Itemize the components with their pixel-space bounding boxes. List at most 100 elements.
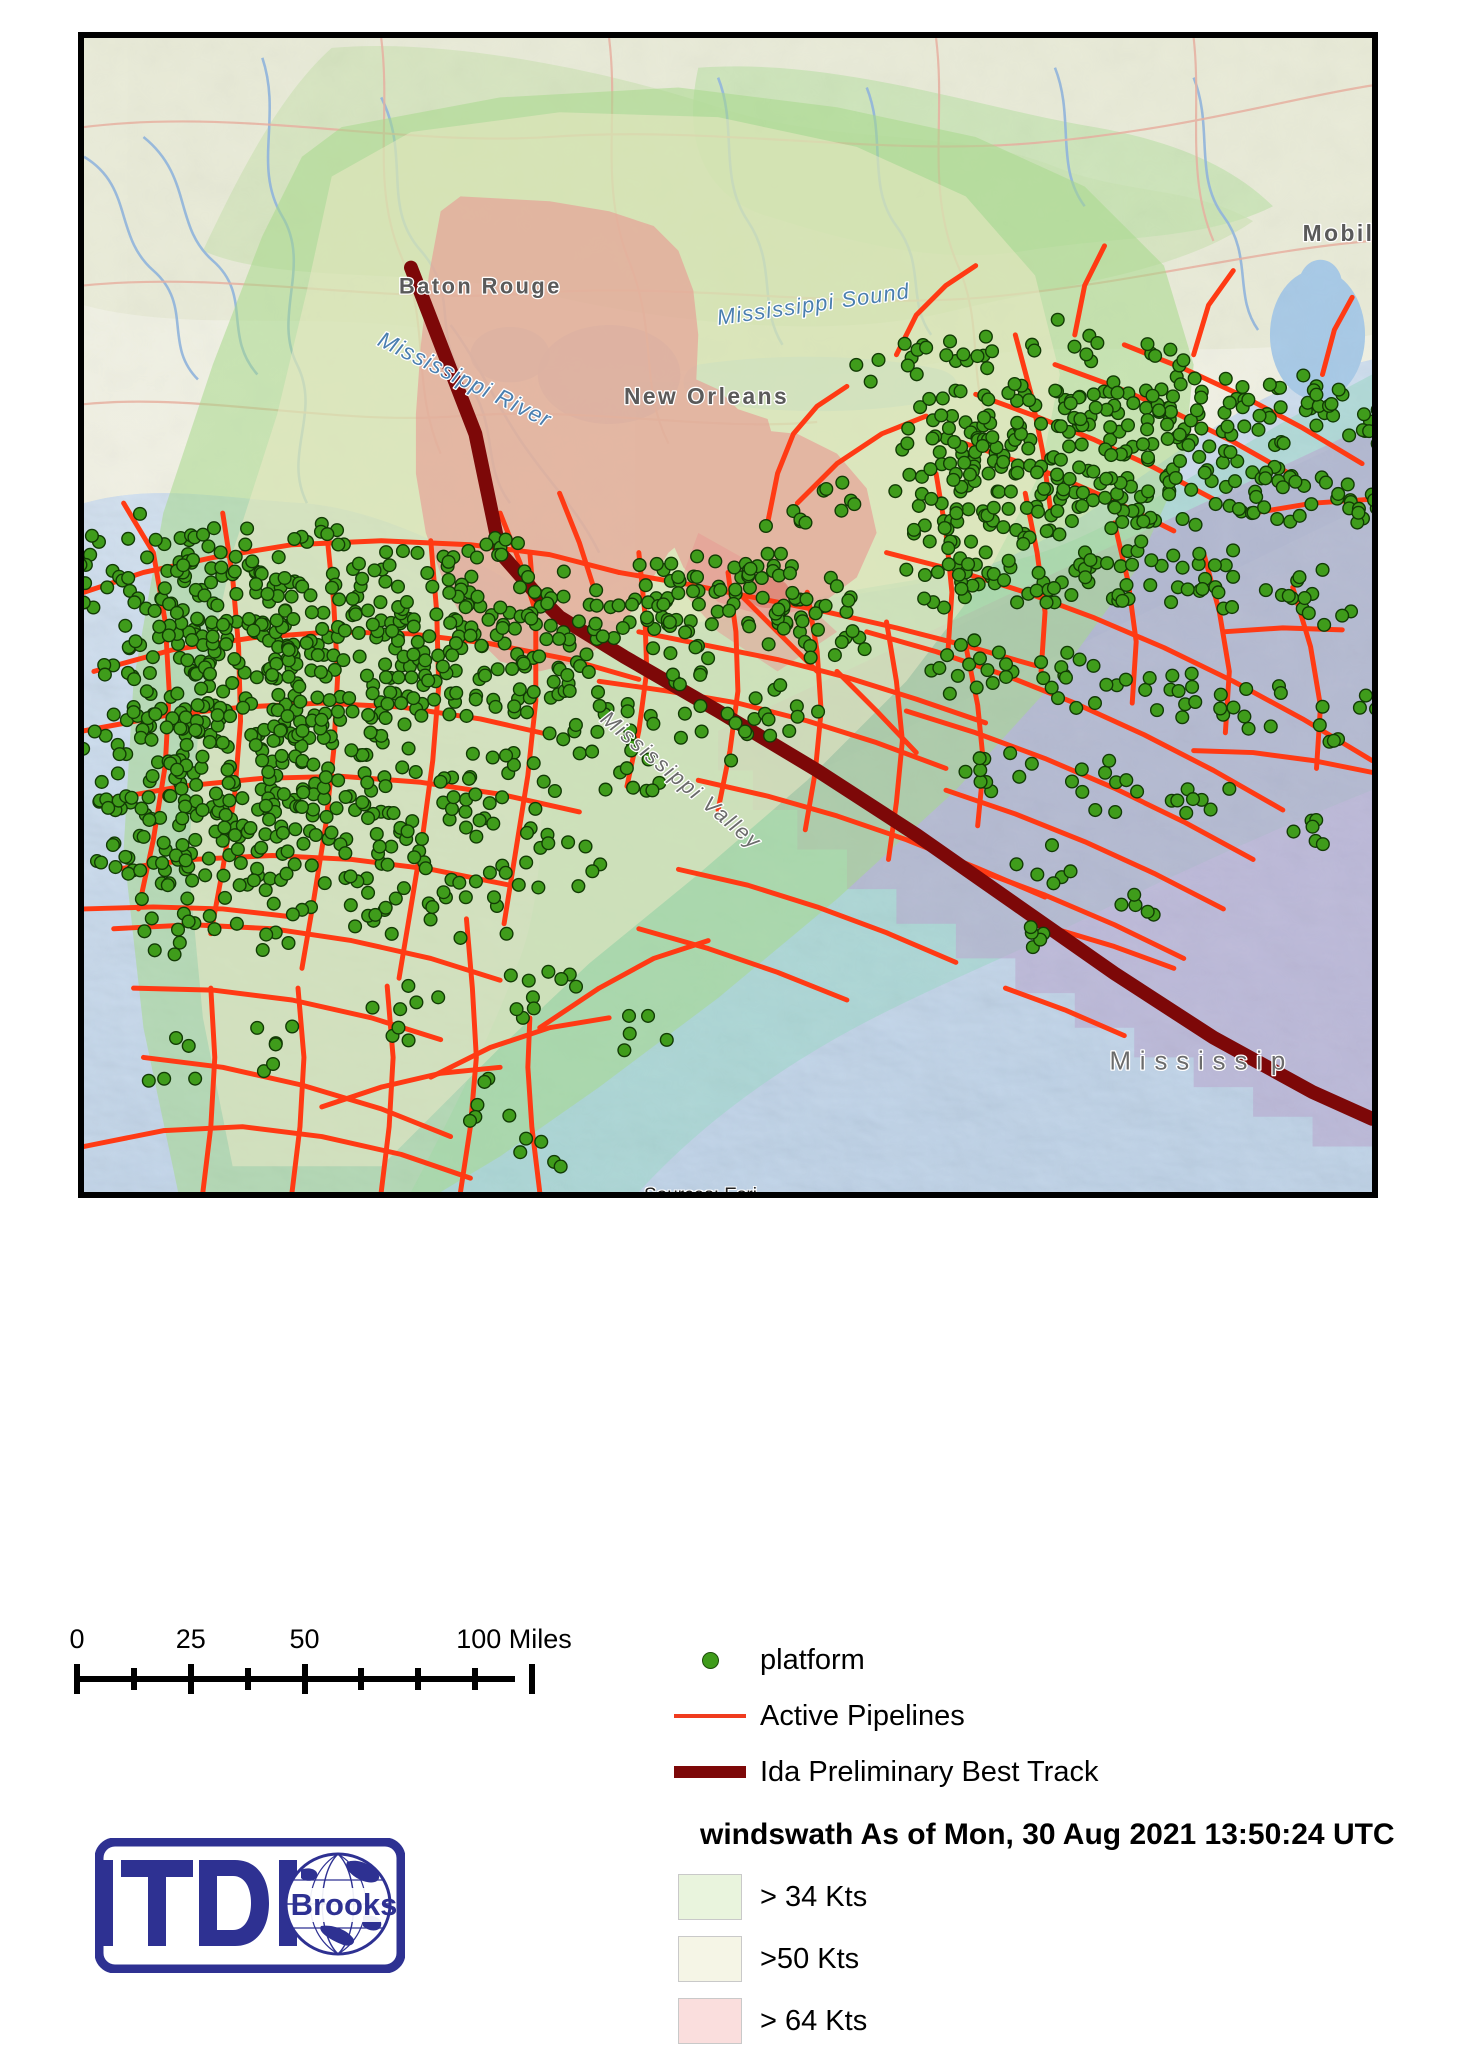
platform-point[interactable] bbox=[169, 1030, 184, 1046]
platform-point[interactable] bbox=[562, 683, 577, 699]
platform-point[interactable] bbox=[662, 615, 677, 630]
platform-point[interactable] bbox=[1064, 587, 1079, 603]
platform-point[interactable] bbox=[962, 657, 977, 672]
platform-point[interactable] bbox=[223, 709, 238, 724]
platform-point[interactable] bbox=[1145, 388, 1160, 403]
platform-point[interactable] bbox=[624, 743, 639, 758]
platform-point[interactable] bbox=[671, 570, 686, 585]
platform-point[interactable] bbox=[935, 391, 950, 406]
platform-point[interactable] bbox=[179, 737, 194, 752]
platform-point[interactable] bbox=[400, 824, 415, 839]
platform-point[interactable] bbox=[215, 617, 231, 632]
platform-point[interactable] bbox=[465, 746, 480, 761]
platform-point[interactable] bbox=[256, 1064, 271, 1079]
platform-point[interactable] bbox=[773, 678, 788, 693]
platform-point[interactable] bbox=[399, 595, 414, 610]
platform-point[interactable] bbox=[526, 756, 541, 771]
platform-point[interactable] bbox=[930, 565, 945, 580]
platform-point[interactable] bbox=[998, 657, 1014, 672]
platform-point[interactable] bbox=[1309, 418, 1324, 433]
platform-point[interactable] bbox=[539, 632, 554, 647]
platform-point[interactable] bbox=[1288, 474, 1303, 489]
platform-point[interactable] bbox=[595, 629, 610, 644]
platform-point[interactable] bbox=[1163, 342, 1178, 357]
platform-point[interactable] bbox=[1012, 769, 1027, 784]
platform-point[interactable] bbox=[316, 605, 331, 620]
platform-point[interactable] bbox=[205, 629, 220, 644]
platform-point[interactable] bbox=[694, 724, 709, 739]
platform-point[interactable] bbox=[329, 801, 344, 816]
platform-point[interactable] bbox=[404, 670, 419, 685]
platform-point[interactable] bbox=[195, 749, 210, 764]
platform-point[interactable] bbox=[1140, 422, 1155, 437]
platform-point[interactable] bbox=[748, 691, 763, 706]
platform-point[interactable] bbox=[972, 651, 987, 666]
platform-point[interactable] bbox=[378, 574, 393, 589]
platform-point[interactable] bbox=[197, 588, 212, 603]
platform-point[interactable] bbox=[519, 1131, 534, 1146]
platform-point[interactable] bbox=[393, 1002, 408, 1017]
platform-point[interactable] bbox=[295, 579, 310, 594]
platform-point[interactable] bbox=[1175, 511, 1190, 527]
platform-point[interactable] bbox=[761, 637, 776, 652]
platform-point[interactable] bbox=[190, 611, 205, 626]
platform-point[interactable] bbox=[516, 656, 531, 671]
platform-point[interactable] bbox=[578, 839, 593, 854]
platform-point[interactable] bbox=[1086, 464, 1101, 479]
platform-point[interactable] bbox=[1151, 403, 1167, 418]
platform-point[interactable] bbox=[345, 591, 360, 606]
platform-point[interactable] bbox=[414, 708, 429, 723]
platform-point[interactable] bbox=[1202, 439, 1217, 454]
platform-point[interactable] bbox=[1315, 837, 1330, 852]
platform-point[interactable] bbox=[458, 600, 473, 615]
platform-point[interactable] bbox=[292, 679, 307, 694]
platform-point[interactable] bbox=[506, 757, 521, 772]
platform-point[interactable] bbox=[227, 564, 242, 579]
platform-point[interactable] bbox=[763, 728, 778, 743]
platform-point[interactable] bbox=[556, 564, 571, 579]
platform-point[interactable] bbox=[84, 741, 91, 756]
platform-point[interactable] bbox=[761, 712, 776, 727]
platform-point[interactable] bbox=[161, 628, 176, 643]
platform-point[interactable] bbox=[1103, 420, 1118, 435]
platform-point[interactable] bbox=[934, 408, 949, 423]
platform-point[interactable] bbox=[1258, 583, 1273, 598]
platform-point[interactable] bbox=[188, 1071, 203, 1086]
platform-point[interactable] bbox=[1036, 671, 1051, 686]
platform-point[interactable] bbox=[444, 801, 460, 817]
platform-point[interactable] bbox=[406, 619, 421, 634]
platform-point[interactable] bbox=[645, 783, 660, 798]
platform-point[interactable] bbox=[909, 367, 924, 382]
platform-point[interactable] bbox=[512, 682, 527, 697]
platform-point[interactable] bbox=[799, 592, 814, 607]
platform-point[interactable] bbox=[1118, 672, 1133, 687]
platform-point[interactable] bbox=[818, 598, 833, 613]
platform-point[interactable] bbox=[265, 667, 280, 682]
platform-point[interactable] bbox=[507, 699, 522, 714]
platform-point[interactable] bbox=[1127, 887, 1142, 902]
platform-point[interactable] bbox=[308, 827, 323, 843]
platform-point[interactable] bbox=[906, 522, 922, 537]
platform-point[interactable] bbox=[488, 699, 503, 714]
platform-point[interactable] bbox=[355, 571, 370, 586]
platform-point[interactable] bbox=[519, 705, 535, 720]
platform-point[interactable] bbox=[227, 652, 242, 667]
platform-point[interactable] bbox=[986, 566, 1001, 582]
platform-point[interactable] bbox=[1318, 475, 1333, 490]
platform-point[interactable] bbox=[1297, 591, 1312, 606]
platform-point[interactable] bbox=[689, 569, 705, 585]
platform-point[interactable] bbox=[560, 668, 575, 683]
platform-point[interactable] bbox=[981, 466, 996, 481]
platform-point[interactable] bbox=[1003, 484, 1018, 499]
platform-point[interactable] bbox=[1079, 347, 1094, 362]
platform-point[interactable] bbox=[216, 684, 231, 699]
windswath-row-1[interactable]: >50 Kts bbox=[660, 1928, 1300, 1990]
platform-point[interactable] bbox=[1074, 437, 1089, 452]
platform-point[interactable] bbox=[998, 669, 1014, 684]
platform-point[interactable] bbox=[410, 545, 425, 560]
platform-point[interactable] bbox=[513, 1145, 528, 1160]
platform-point[interactable] bbox=[317, 876, 332, 891]
platform-point[interactable] bbox=[708, 554, 723, 569]
platform-point[interactable] bbox=[1184, 482, 1199, 497]
platform-point[interactable] bbox=[396, 881, 411, 896]
